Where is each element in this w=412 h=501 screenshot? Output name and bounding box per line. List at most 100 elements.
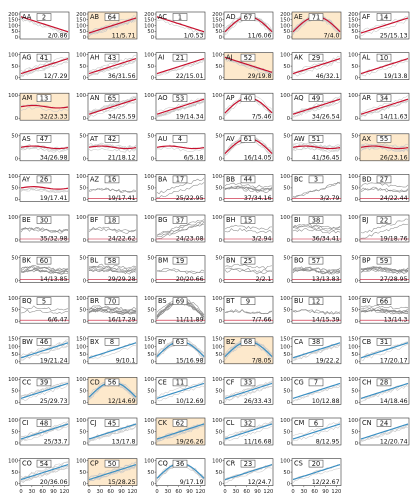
count-box	[376, 338, 392, 346]
y-tick-label: 0	[83, 481, 86, 487]
ratio-label: 14/11.63	[380, 114, 408, 121]
x-tick-label: 30	[29, 489, 36, 495]
trace-line	[360, 307, 409, 313]
y-tick-label: 50	[351, 186, 358, 192]
y-tick-label: 50	[351, 429, 358, 435]
ratio-label: 12/24.7	[248, 479, 272, 486]
panel-AX: 0 50 AX 55 26/23.16	[351, 133, 410, 163]
trace-line	[292, 467, 341, 484]
trace-line	[20, 147, 69, 153]
y-tick-label: 50	[79, 308, 86, 314]
trace-line	[292, 101, 341, 118]
y-tick-label: 50	[79, 255, 86, 261]
panel-AY: 0 50 100 AY 26 19/17.41	[8, 174, 70, 203]
ratio-label: 2/0.86	[48, 33, 68, 40]
trace-line	[292, 61, 341, 77]
y-tick-label: 100	[144, 344, 154, 350]
count-label: 25	[244, 257, 252, 265]
y-tick-label: 50	[351, 389, 358, 395]
panel-CQ: 0 50 100 CQ 36 9/17.19	[144, 458, 206, 487]
y-tick-label: 150	[144, 18, 154, 24]
ratio-label: 19/14.34	[176, 114, 204, 121]
count-box	[308, 256, 324, 265]
count-box	[36, 175, 52, 184]
y-tick-label: 50	[351, 29, 358, 35]
trace-line	[360, 223, 409, 239]
y-tick-label: 200	[212, 12, 222, 18]
mean-line	[88, 464, 137, 481]
trace-line	[88, 424, 137, 440]
trace-line	[292, 268, 341, 274]
y-tick-label: 50	[283, 255, 290, 261]
x-tick-label: 0	[223, 489, 226, 495]
trace-line	[292, 227, 341, 234]
y-tick-label: 0	[355, 197, 358, 203]
trace-line	[360, 95, 409, 114]
count-label: 20	[312, 460, 320, 468]
panel-BN: 0 50 BN 25 2/2.1	[215, 255, 274, 284]
count-box	[172, 216, 188, 224]
panel-CR: 0 50 100 CR 23 12/24.7	[212, 458, 274, 487]
trace-line	[156, 380, 205, 397]
trace-line	[224, 425, 273, 442]
ratio-label: 11/5.71	[112, 33, 136, 40]
y-tick-label: 0	[15, 278, 18, 284]
trace-line	[224, 58, 273, 77]
panel-AQ: 0 100 AQ 49 34/26.54	[280, 92, 342, 122]
y-tick-label: 100	[212, 418, 222, 424]
panel-BK: 0 50 BK 60 14/13.85	[11, 255, 70, 284]
count-label: 21	[176, 54, 184, 62]
y-tick-label: 0	[151, 75, 154, 81]
y-tick-label: 0	[355, 238, 358, 244]
count-box	[308, 338, 324, 346]
count-box	[376, 297, 392, 305]
y-tick-label: 50	[79, 389, 86, 395]
count-label: 52	[244, 54, 252, 62]
y-tick-label: 0	[219, 157, 222, 163]
y-tick-label: 150	[212, 18, 222, 24]
trace-line	[292, 266, 341, 272]
panel-id: BB	[226, 175, 236, 183]
y-tick-label: 50	[11, 389, 18, 395]
y-tick-label: 100	[8, 93, 18, 99]
trace-line	[20, 62, 69, 77]
mean-line	[20, 423, 69, 440]
x-tick-label: 120	[331, 489, 341, 495]
mean-line	[20, 58, 69, 75]
panel-CG: 0 50 100 CG 7 10/12.88	[280, 377, 342, 406]
count-box	[308, 419, 324, 427]
panel-CH: 0 50 100 CH 28 14/18.46	[348, 377, 410, 406]
panel-id: BX	[90, 338, 100, 346]
mean-line	[20, 382, 69, 399]
trace-line	[360, 100, 409, 117]
y-tick-label: 100	[8, 458, 18, 464]
trace-line	[156, 182, 205, 199]
count-label: 16	[108, 176, 116, 184]
trace-line	[20, 466, 69, 481]
trace-line	[20, 268, 69, 274]
panel-CM: 0 50 100 CM 6 8/12.95	[280, 417, 342, 447]
trace-line	[292, 142, 341, 148]
ratio-label: 7/5.46	[252, 114, 272, 121]
panel-id: AH	[90, 54, 100, 62]
panel-BR: 0 50 100 BR 70 16/17.29	[76, 295, 138, 325]
panel-CD: 0 50 100 CD 56 12/14.69	[76, 377, 138, 406]
y-tick-label: 0	[83, 400, 86, 406]
panel-id: BA	[158, 175, 168, 183]
trace-line	[292, 223, 341, 229]
y-tick-label: 0	[83, 157, 86, 163]
ratio-label: 12/14.69	[108, 398, 136, 405]
count-label: 69	[176, 298, 184, 306]
ratio-label: 13/14.3	[384, 317, 408, 324]
ratio-label: 19/17.41	[108, 195, 136, 202]
count-box	[376, 94, 392, 102]
y-tick-label: 100	[348, 215, 358, 221]
mean-line	[156, 98, 205, 115]
count-label: 41	[40, 54, 48, 62]
count-box	[172, 13, 188, 21]
y-tick-label: 0	[83, 75, 86, 81]
panel-AH: 0 50 100 AH 43 36/31.56	[76, 52, 138, 81]
trace-line	[360, 143, 409, 149]
panel-id: AE	[294, 13, 303, 21]
count-label: 66	[380, 298, 388, 306]
